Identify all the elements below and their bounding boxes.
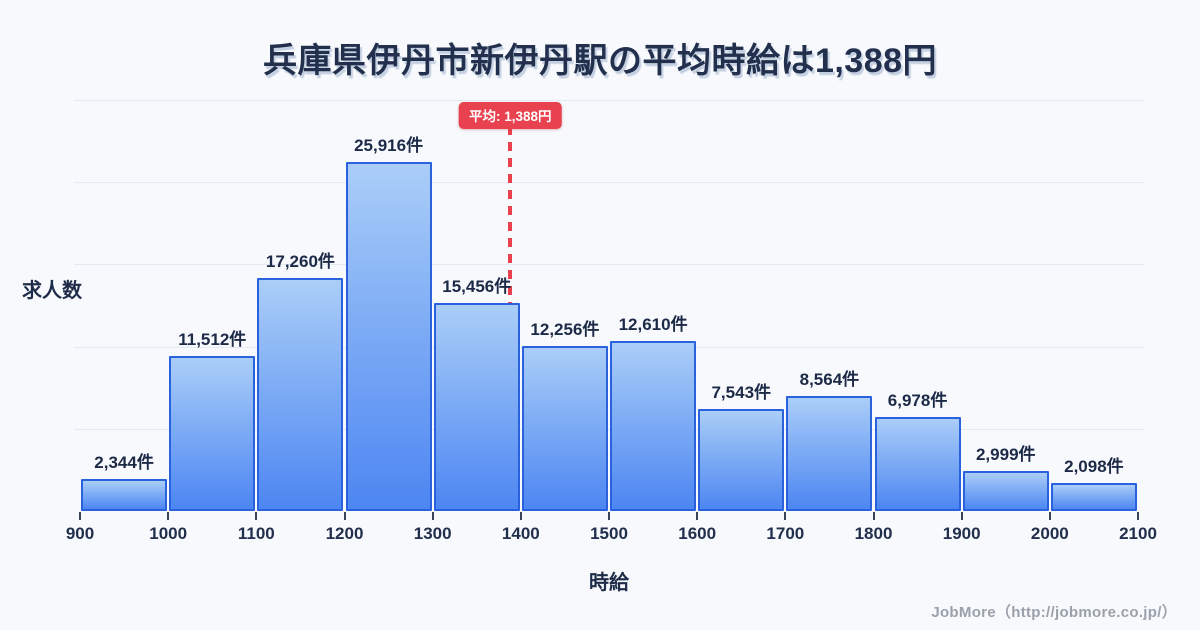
x-tick-label: 2000 (1030, 524, 1069, 543)
bar-value-label: 8,564件 (799, 369, 860, 389)
bar-value-label: 6,978件 (887, 390, 948, 410)
bar-value-label: 7,543件 (711, 383, 772, 403)
histogram-bar-1000-1100 (169, 355, 256, 511)
x-tick-label: 1500 (590, 524, 628, 543)
histogram-bar-1500-1600 (610, 341, 697, 511)
x-tick-label: 1000 (149, 524, 188, 543)
bar-value-label: 25,916件 (354, 135, 424, 155)
x-tick-mark (1137, 512, 1139, 520)
histogram-bar-1100-1200 (257, 278, 344, 511)
gridline (74, 182, 1144, 184)
x-tick-mark (696, 512, 699, 520)
x-tick-mark (167, 512, 170, 520)
histogram-bar-1900-2000 (962, 470, 1049, 511)
x-tick-mark (343, 512, 346, 520)
gridline (74, 264, 1144, 266)
x-tick-mark (255, 512, 258, 520)
bar-value-label: 2,344件 (94, 453, 154, 473)
bar-value-label: 11,512件 (178, 329, 247, 349)
x-tick-mark (519, 512, 522, 520)
page-title: 兵庫県伊丹市新伊丹駅の平均時給は1,388円 (262, 42, 938, 80)
gridline (74, 100, 1144, 101)
bar-value-label: 2,098件 (1064, 456, 1124, 476)
footer-credit: JobMore（http://jobmore.co.jp/） (931, 604, 1177, 621)
bar-value-label: 12,610件 (618, 315, 688, 335)
x-tick-mark (431, 512, 434, 520)
y-axis-label: 求人数 (22, 280, 82, 302)
x-axis-label: 時給 (589, 572, 629, 594)
histogram-bar-1400-1500 (521, 345, 608, 511)
x-tick-label: 1100 (237, 524, 275, 543)
x-tick-mark (608, 512, 610, 520)
x-tick-label: 1400 (501, 524, 540, 543)
x-tick-mark (960, 512, 963, 520)
x-tick-mark (1048, 512, 1051, 520)
x-tick-label: 1800 (854, 524, 893, 543)
histogram-bar-1800-1900 (874, 416, 961, 511)
x-tick-label: 1200 (325, 524, 364, 543)
x-tick-label: 900 (65, 524, 95, 543)
histogram-bar-1300-1400 (433, 302, 520, 511)
bar-value-label: 15,456件 (442, 276, 512, 296)
histogram-plot: 平均: 1,388円 2,344件 11,512件 17,260件 25,916件 15… (66, 100, 1157, 543)
histogram-bar-900-1000 (81, 479, 168, 511)
x-tick-label: 2100 (1119, 524, 1157, 543)
histogram-bar-2000-2100 (1050, 482, 1137, 511)
gridline (74, 428, 1144, 430)
histogram-bar-1700-1800 (786, 395, 873, 511)
bar-value-label: 17,260件 (265, 252, 335, 272)
x-tick-label: 1900 (942, 524, 981, 543)
x-tick-label: 1600 (678, 524, 717, 543)
bar-value-label: 12,256件 (530, 319, 600, 339)
x-tick-label: 1700 (766, 524, 805, 543)
histogram-bar-1200-1300 (345, 161, 432, 511)
bar-value-label: 2,999件 (975, 444, 1036, 464)
x-tick-mark (784, 512, 787, 520)
gridline (74, 346, 1144, 348)
x-tick-mark (79, 512, 81, 520)
histogram-bar-1600-1700 (698, 409, 785, 511)
x-tick-mark (872, 512, 875, 520)
x-tick-label: 1300 (413, 524, 452, 543)
average-badge: 平均: 1,388円 (458, 102, 562, 129)
